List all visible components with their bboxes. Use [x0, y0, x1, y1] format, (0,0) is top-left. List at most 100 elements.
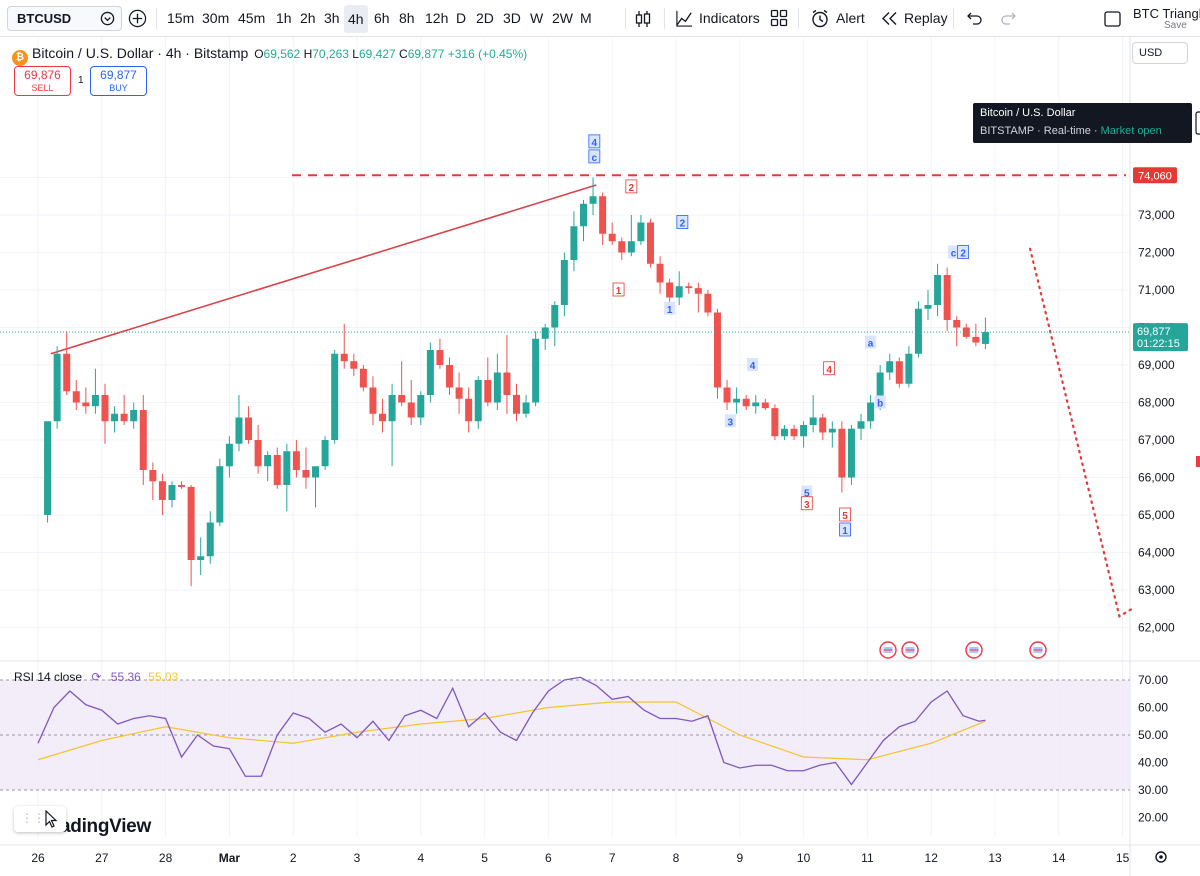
resistance-price-label: 74,060: [1138, 170, 1172, 182]
timeframe-2h[interactable]: 2h: [300, 10, 316, 26]
wave-label-bg: [865, 335, 877, 349]
candle-body: [532, 338, 540, 403]
projection-path[interactable]: [1028, 247, 1134, 618]
candle-body: [407, 402, 415, 418]
wave-label-box: [839, 507, 851, 522]
wave-label-bg: [948, 245, 960, 259]
candle-body: [264, 455, 272, 467]
alert-marker: [1196, 456, 1200, 467]
candle-body: [82, 402, 90, 407]
candle-body: [187, 486, 195, 560]
rsi-legend[interactable]: RSI 14 close ⟳ 55.36 55.03: [14, 669, 178, 685]
candle-body: [819, 417, 827, 433]
candle-body: [369, 387, 377, 414]
timeframe-12h[interactable]: 12h: [425, 10, 449, 26]
timeframe-M[interactable]: M: [580, 10, 592, 26]
wave-label-text: 3: [727, 417, 733, 428]
timeframe-1h[interactable]: 1h: [276, 10, 292, 26]
candle-body: [225, 443, 233, 467]
time-tick-label: 14: [1052, 851, 1066, 865]
trendline-segment: [50, 184, 597, 355]
candle-body: [63, 353, 71, 392]
tradingview-watermark: adingView: [60, 816, 151, 837]
candle-body: [321, 440, 329, 467]
wave-label-bg: [801, 485, 813, 499]
time-tick-label: 10: [797, 851, 811, 865]
buy-button[interactable]: 69,877 BUY: [90, 66, 147, 96]
timeframe-2D[interactable]: 2D: [476, 10, 494, 26]
timeframe-15m[interactable]: 15m: [167, 10, 195, 26]
candle-body: [551, 305, 559, 328]
price-tick-label: 71,000: [1138, 283, 1175, 297]
rsi-ma-value: 55.03: [148, 670, 179, 684]
save-button[interactable]: Save: [1164, 20, 1187, 31]
wave-label-text: 2: [680, 219, 686, 230]
time-axis[interactable]: 26 27 28 Mar 2 3 4 5 6 7 8 9 10 11 12 13 14 15: [31, 851, 1129, 865]
timeframe-8h[interactable]: 8h: [399, 10, 415, 26]
candle-body: [283, 451, 291, 485]
candle-body: [771, 408, 779, 437]
templates-icon[interactable]: [770, 9, 788, 27]
add-symbol-icon[interactable]: [128, 9, 147, 28]
candlestick-series: [44, 177, 989, 587]
redo-icon[interactable]: [1000, 11, 1017, 26]
candle-body: [800, 425, 808, 437]
price-tick-label: 68,000: [1138, 396, 1175, 410]
legend-low: 69,427: [358, 47, 396, 61]
currency-selector[interactable]: USD: [1132, 42, 1188, 64]
candle-body: [120, 413, 128, 422]
bar-countdown-label: 01:22:15: [1137, 338, 1180, 350]
wave-label-box: [957, 245, 969, 259]
candle-body: [446, 365, 454, 388]
candle-body: [254, 440, 262, 467]
price-tick-label: 62,000: [1138, 621, 1175, 635]
timeframe-3D[interactable]: 3D: [503, 10, 521, 26]
wave-label-text: 5: [804, 489, 810, 500]
price-axis[interactable]: 62,000 63,000 64,000 65,000 66,000 67,000 68,0…: [1133, 167, 1188, 635]
layout-name[interactable]: BTC Triangle: [1133, 6, 1200, 21]
last-price-badge: [1133, 323, 1188, 352]
candle-style-icon[interactable]: [634, 9, 652, 29]
compare-symbol-icon[interactable]: [100, 11, 115, 26]
trendline[interactable]: [50, 184, 597, 355]
candle-body: [886, 361, 894, 373]
candle-body: [847, 428, 855, 478]
timeframe-D[interactable]: D: [456, 10, 467, 26]
time-tick-label: 27: [95, 851, 109, 865]
indicators-icon[interactable]: [675, 9, 694, 28]
candle-body: [972, 336, 980, 343]
candle-body: [436, 350, 444, 365]
timeframe-2W[interactable]: 2W: [552, 10, 573, 26]
timeframe-W[interactable]: W: [530, 10, 544, 26]
timeframe-4h[interactable]: 4h: [344, 5, 368, 33]
layout-icon[interactable]: [1104, 11, 1121, 27]
candle-body: [158, 481, 166, 500]
replay-icon[interactable]: [881, 11, 899, 26]
sell-button[interactable]: 69,876 SELL: [14, 66, 71, 96]
price-tick-label: 72,000: [1138, 246, 1175, 260]
rsi-lines: [37, 676, 986, 786]
symbol-search-box[interactable]: BTCUSD: [7, 6, 122, 31]
wave-label-text: a: [868, 339, 874, 350]
wave-label-text: 5: [842, 511, 848, 522]
candle-body: [235, 417, 243, 444]
replay-button[interactable]: Replay: [904, 10, 948, 26]
wave-label-text: 4: [826, 365, 832, 376]
indicators-button[interactable]: Indicators: [699, 10, 760, 26]
undo-icon[interactable]: [966, 11, 983, 26]
sell-price: 69,876: [24, 68, 61, 82]
price-tick-label: 65,000: [1138, 508, 1175, 522]
time-tick-label: 11: [861, 851, 874, 865]
timeframe-3h[interactable]: 3h: [324, 10, 340, 26]
drag-handle-icon: ⋮⋮: [21, 811, 45, 825]
candle-body: [838, 428, 846, 478]
legend-title[interactable]: Bitcoin / U.S. Dollar · 4h · Bitstamp: [32, 45, 249, 61]
alert-clock-icon[interactable]: [810, 8, 830, 29]
event-markers: [879, 641, 1047, 659]
alert-button[interactable]: Alert: [836, 10, 865, 26]
cursor-tool-button[interactable]: ⋮⋮: [14, 806, 66, 832]
timeframe-45m[interactable]: 45m: [238, 10, 266, 26]
timeframe-30m[interactable]: 30m: [202, 10, 230, 26]
timeframe-6h[interactable]: 6h: [374, 10, 390, 26]
